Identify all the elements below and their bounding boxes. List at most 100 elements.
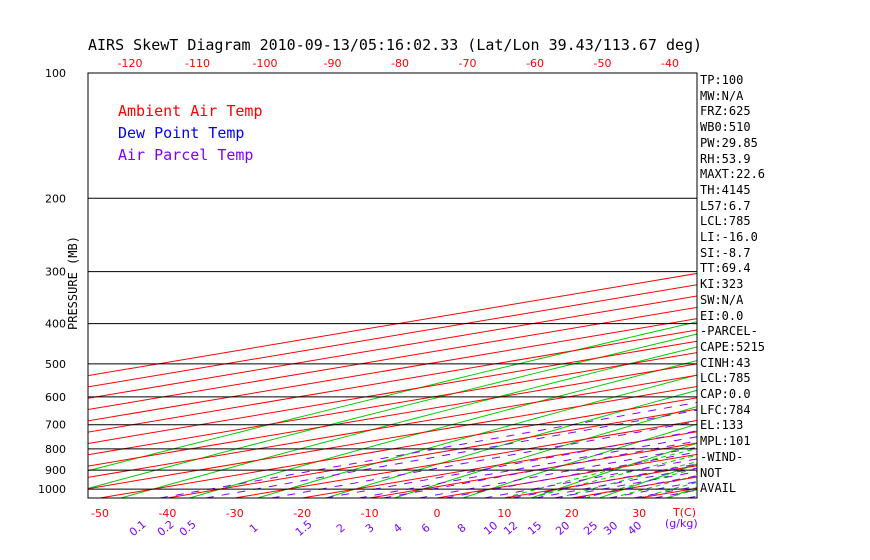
dry-adiabat-line <box>805 73 870 498</box>
top-temp-tick-label: -60 <box>526 57 544 70</box>
index-item: PW:29.85 <box>700 135 758 150</box>
bottom-temp-tick-label: 20 <box>565 507 579 520</box>
bottom-temp-tick-label: -20 <box>293 507 311 520</box>
bottom-temp-tick-label: -40 <box>158 507 176 520</box>
index-item: MW:N/A <box>700 88 744 103</box>
mixing-ratio-lines <box>159 401 697 498</box>
index-item: CAPE:5215 <box>700 339 766 354</box>
bottom-temp-tick-label: -10 <box>361 507 379 520</box>
dry-adiabat-line <box>326 389 697 498</box>
mixing-ratio-tick-label: 12 <box>501 519 520 538</box>
top-temp-tick-label: -40 <box>661 57 679 70</box>
bottom-temp-tick-label: -30 <box>226 507 244 520</box>
index-item: MPL:101 <box>700 434 751 449</box>
index-item: L57:6.7 <box>700 198 751 213</box>
mixing-ratio-line <box>445 451 697 498</box>
isotherm-line <box>88 352 697 456</box>
index-item: -WIND- <box>700 449 744 464</box>
mixing-ratio-line <box>159 401 697 498</box>
top-temp-tick-label: -100 <box>253 57 278 70</box>
isotherm-line <box>436 453 697 498</box>
mixing-ratio-tick-label: 40 <box>625 519 644 538</box>
plot-frame <box>87 72 698 499</box>
mixing-ratio-tick-label: 15 <box>525 519 544 538</box>
index-item: EL:133 <box>700 418 744 433</box>
mixing-ratio-tick-label: 0.2 <box>155 518 177 539</box>
dry-adiabat-line <box>462 423 697 498</box>
mixing-ratio-line <box>271 421 697 498</box>
dry-adiabat-line <box>667 486 697 498</box>
isotherm-line <box>99 397 697 498</box>
dewpoint-line <box>786 73 870 460</box>
index-item: FRZ:625 <box>700 104 751 119</box>
mixing-ratio-tick-label: 0.1 <box>127 518 149 539</box>
index-item: LCL:785 <box>700 371 751 386</box>
mixing-ratio-tick-label: 3 <box>363 521 377 535</box>
parcel-line <box>853 73 870 460</box>
isotherm-line <box>88 284 697 388</box>
top-temp-tick-label: -70 <box>459 57 477 70</box>
index-item: RH:53.9 <box>700 151 751 166</box>
index-item: CAP:0.0 <box>700 387 751 401</box>
isotherm-line <box>88 340 697 444</box>
isotherm-line <box>167 408 697 498</box>
pressure-tick-label: 300 <box>45 266 66 279</box>
index-item: KI:323 <box>700 277 744 292</box>
profile-lines <box>786 73 870 466</box>
pressure-tick-label: 1000 <box>38 483 66 496</box>
dry-adiabat-line <box>189 360 697 498</box>
index-item: NOT <box>700 465 722 480</box>
pressure-tick-label: 600 <box>45 391 66 404</box>
legend-dewpoint-temp: Dew Point Temp <box>118 124 245 142</box>
index-item: TP:100 <box>700 73 744 87</box>
dry-adiabat-line <box>257 374 697 498</box>
isotherm-line <box>88 386 697 490</box>
top-temp-tick-label: -50 <box>594 57 612 70</box>
index-item: SI:-8.7 <box>700 245 751 260</box>
index-item: TT:69.4 <box>700 261 751 276</box>
mixing-ratio-line <box>358 436 697 498</box>
mixing-ratio-line <box>325 430 697 498</box>
top-temp-tick-label: -90 <box>324 57 342 70</box>
dry-adiabats <box>88 73 870 498</box>
mixing-ratio-tick-label: 0.5 <box>177 518 199 539</box>
y-axis-label: PRESSURE (MB) <box>66 236 80 330</box>
pressure-tick-label: 700 <box>45 419 66 432</box>
dry-adiabat-line <box>394 406 697 498</box>
moist-adiabat-line <box>612 474 697 498</box>
index-item: MAXT:22.6 <box>700 167 766 182</box>
top-temp-tick-label: -120 <box>118 57 143 70</box>
moist-adiabat-line <box>585 467 697 498</box>
isotherm-line <box>88 272 697 377</box>
bottom-temp-tick-label: -50 <box>91 507 109 520</box>
moist-adiabat-line <box>558 461 697 498</box>
isotherm-line <box>88 374 697 478</box>
top-temp-tick-label: -110 <box>185 57 210 70</box>
dry-adiabat-line <box>120 346 697 498</box>
temp-unit-label: T(C) <box>672 506 696 519</box>
isotherm-line <box>774 73 870 498</box>
mixing-ratio-line <box>383 440 697 498</box>
dry-adiabat-line <box>599 463 697 498</box>
mixing-ratio-tick-label: 25 <box>581 519 600 538</box>
isotherm-line <box>88 329 697 433</box>
pressure-tick-label: 800 <box>45 443 66 456</box>
top-temp-tick-label: -80 <box>391 57 409 70</box>
index-item: -PARCEL- <box>700 324 758 339</box>
mixing-ratio-line <box>484 458 697 498</box>
mixing-ratio-tick-label: 2 <box>334 521 348 535</box>
bottom-temp-tick-label: 0 <box>434 507 441 520</box>
isotherm-line <box>504 465 697 498</box>
mixing-ratio-line <box>535 467 697 498</box>
mixing-ratio-tick-label: 10 <box>481 519 500 538</box>
pressure-tick-label: 500 <box>45 358 66 371</box>
isotherms <box>88 73 870 498</box>
bottom-temp-tick-label: 10 <box>497 507 511 520</box>
isotherm-line <box>88 363 697 467</box>
mixing-ratio-tick-label: 8 <box>455 521 469 535</box>
chart-title: AIRS SkewT Diagram 2010-09-13/05:16:02.3… <box>88 36 703 54</box>
legend-ambient-temp: Ambient Air Temp <box>118 102 263 120</box>
index-item: TH:4145 <box>700 182 751 197</box>
isotherm-line <box>302 431 697 498</box>
